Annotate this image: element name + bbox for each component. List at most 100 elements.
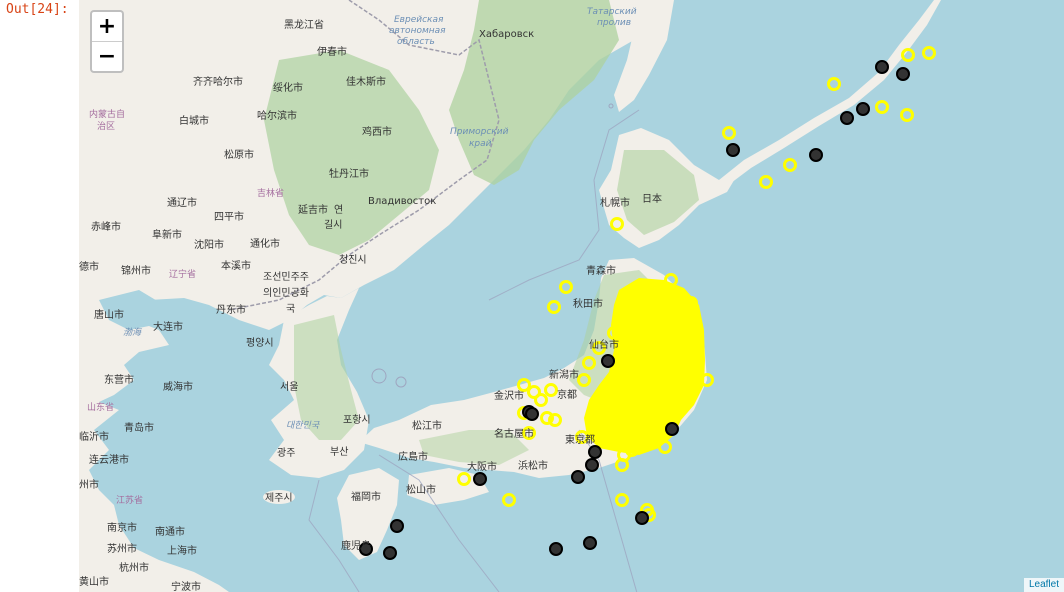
earthquake-marker-yellow[interactable] (722, 126, 736, 140)
forest-area-1 (449, 0, 619, 185)
map-label-bohai: 渤海 (123, 327, 143, 338)
earthquake-marker-black[interactable] (359, 542, 373, 556)
map-label-khabarovsk: Хабаровск (479, 29, 534, 40)
map-label-shandong: 山东省 (87, 401, 114, 413)
map-label-tatar1: Татарский (587, 7, 637, 17)
map-label-niigata: 新潟市 (549, 368, 579, 381)
earthquake-marker-black[interactable] (809, 148, 823, 162)
earthquake-marker-black[interactable] (896, 67, 910, 81)
earthquake-marker-black[interactable] (856, 102, 870, 116)
map-label-nei1: 内蒙古自 (89, 108, 125, 120)
earthquake-marker-yellow[interactable] (615, 493, 629, 507)
map-label-weihai: 威海市 (163, 380, 193, 393)
map-label-huangshan: 黄山市 (79, 575, 109, 588)
map-label-fuxin: 阜新市 (152, 228, 182, 241)
map-label-dprk2: 의인민공화 (263, 287, 309, 299)
zoom-out-button[interactable]: − (92, 41, 122, 71)
earthquake-marker-yellow[interactable] (548, 413, 562, 427)
forest-area-4 (617, 150, 699, 235)
map-label-lianyungang: 连云港市 (89, 453, 129, 466)
earthquake-marker-yellow[interactable] (522, 426, 536, 440)
earthquake-marker-yellow[interactable] (827, 77, 841, 91)
earthquake-marker-yellow[interactable] (759, 175, 773, 189)
map-label-liaoning: 辽宁省 (169, 268, 196, 280)
map-container[interactable]: 黑龙江省 Еврейская автономная область Хабаро… (79, 0, 1064, 592)
jeju-island (263, 490, 295, 504)
forest-area-2 (264, 50, 439, 255)
earthquake-marker-yellow[interactable] (582, 356, 596, 370)
island-ring-1 (371, 368, 387, 384)
earthquake-marker-black[interactable] (473, 472, 487, 486)
map-label-dalian: 大连市 (153, 320, 183, 333)
map-label-qiqihar: 齐齐哈尔市 (193, 75, 243, 88)
earthquake-marker-yellow[interactable] (615, 458, 629, 472)
map-label-eao2: автономная (389, 26, 446, 36)
attribution-link[interactable]: Leaflet (1023, 578, 1064, 592)
island-ring-2 (395, 376, 407, 388)
map-label-jeju: 제주시 (265, 492, 293, 504)
earthquake-marker-yellow[interactable] (502, 493, 516, 507)
earthquake-cluster-blob[interactable] (584, 278, 705, 455)
map-label-akita: 秋田市 (573, 297, 603, 310)
forest-area-6 (419, 430, 529, 465)
earthquake-marker-yellow[interactable] (592, 341, 606, 355)
earthquake-marker-yellow[interactable] (540, 411, 554, 425)
earthquake-marker-black[interactable] (726, 143, 740, 157)
map-label-siping: 四平市 (214, 210, 244, 223)
earthquake-marker-black[interactable] (525, 407, 539, 421)
earthquake-marker-yellow[interactable] (900, 108, 914, 122)
map-label-zhou: 州市 (79, 478, 99, 491)
earthquake-marker-black[interactable] (840, 111, 854, 125)
kyushu (337, 468, 399, 560)
map-label-chifeng: 赤峰市 (91, 220, 121, 233)
earthquake-marker-yellow[interactable] (517, 378, 531, 392)
earthquake-marker-yellow[interactable] (610, 217, 624, 231)
earthquake-marker-yellow[interactable] (534, 393, 548, 407)
map-label-suihua: 绥化市 (273, 81, 303, 94)
earthquake-marker-black[interactable] (585, 458, 599, 472)
earthquake-marker-black[interactable] (390, 519, 404, 533)
map-canvas[interactable]: 黑龙江省 Еврейская автономная область Хабаро… (79, 0, 1064, 592)
zoom-in-button[interactable]: + (97, 14, 117, 39)
earthquake-marker-black[interactable] (875, 60, 889, 74)
earthquake-marker-yellow[interactable] (577, 373, 591, 387)
map-label-kagoshima: 鹿児島 (341, 539, 371, 552)
earthquake-marker-yellow[interactable] (922, 46, 936, 60)
sakhalin (614, 0, 674, 112)
map-label-tokyo: 東京都 (565, 433, 595, 446)
earthquake-marker-black[interactable] (665, 422, 679, 436)
border-sea-maritime (308, 109, 640, 592)
zoom-control: + − (90, 10, 124, 73)
earthquake-marker-yellow[interactable] (875, 100, 889, 114)
map-label-jinzhou: 锦州市 (121, 264, 151, 277)
earthquake-marker-yellow[interactable] (547, 300, 561, 314)
map-label-eao1: Еврейская (394, 15, 444, 25)
map-label-tonghua: 通化市 (250, 237, 280, 250)
map-label-dongying: 东营市 (104, 373, 134, 386)
map-label-kyoto: 京都 (557, 388, 577, 401)
earthquake-marker-black[interactable] (549, 542, 563, 556)
earthquake-marker-yellow[interactable] (527, 385, 541, 399)
earthquake-marker-yellow[interactable] (575, 430, 589, 444)
map-label-chengde: 德市 (79, 260, 99, 273)
earthquake-marker-yellow[interactable] (544, 383, 558, 397)
earthquake-marker-yellow[interactable] (457, 472, 471, 486)
earthquake-marker-black[interactable] (588, 445, 602, 459)
earthquake-marker-black[interactable] (383, 546, 397, 560)
earthquake-marker-yellow[interactable] (783, 158, 797, 172)
bohai-sea (99, 290, 164, 330)
map-label-kanazawa: 金沢市 (494, 389, 524, 402)
map-label-osaka: 大阪市 (467, 460, 497, 473)
earthquake-marker-black[interactable] (571, 470, 585, 484)
earthquake-marker-black[interactable] (635, 511, 649, 525)
earthquake-marker-black[interactable] (583, 536, 597, 550)
map-label-jiangsu: 江苏省 (116, 494, 143, 506)
map-label-busan: 부산 (330, 446, 348, 458)
map-label-jilin: 吉林省 (257, 187, 284, 199)
map-label-chongjin: 청진시 (339, 254, 367, 266)
earthquake-marker-yellow[interactable] (559, 280, 573, 294)
earthquake-marker-black[interactable] (601, 354, 615, 368)
yellow-marker-layer (457, 46, 936, 522)
map-label-nanjing: 南京市 (107, 521, 137, 534)
earthquake-marker-yellow[interactable] (901, 48, 915, 62)
